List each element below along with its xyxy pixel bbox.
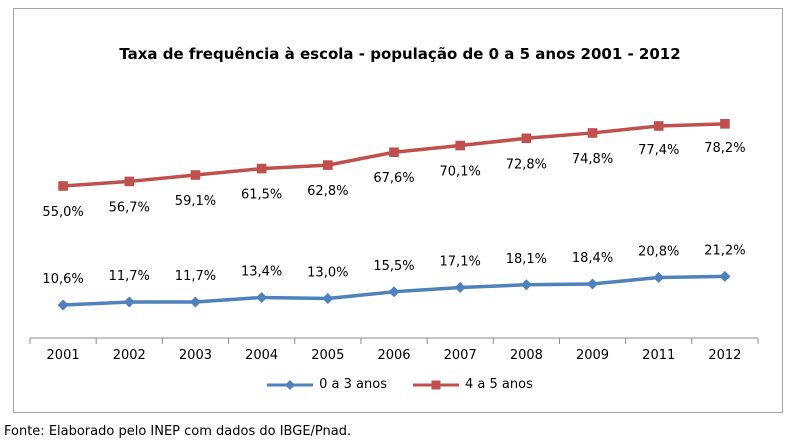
- x-tick-label: 2001: [47, 348, 80, 363]
- legend-marker-4-a-5: [413, 380, 459, 389]
- data-point-4-a-5: [455, 140, 465, 151]
- x-tick-label: 2006: [377, 348, 410, 363]
- x-tick-label: 2003: [179, 348, 212, 363]
- data-label-0-a-3: 15,5%: [373, 259, 414, 274]
- data-label-0-a-3: 21,2%: [704, 243, 745, 258]
- data-label-4-a-5: 61,5%: [241, 188, 282, 203]
- data-point-0-a-3: [719, 270, 731, 282]
- data-label-0-a-3: 17,1%: [440, 254, 481, 269]
- chart-title: Taxa de frequência à escola - população …: [119, 45, 681, 63]
- data-label-4-a-5: 74,8%: [572, 152, 613, 167]
- chart-frame: [13, 8, 783, 413]
- x-tick-label: 2005: [311, 348, 344, 363]
- x-tick-label: 2007: [444, 348, 477, 363]
- data-point-4-a-5: [587, 128, 598, 138]
- data-label-0-a-3: 11,7%: [175, 269, 216, 284]
- data-point-0-a-3: [587, 278, 599, 290]
- data-label-0-a-3: 10,6%: [42, 272, 83, 287]
- x-tick-label: 2012: [708, 348, 741, 363]
- source-note: Fonte: Elaborado pelo INEP com dados do …: [4, 424, 352, 439]
- data-label-4-a-5: 59,1%: [175, 194, 216, 209]
- legend-label-4-a-5: 4 a 5 anos: [465, 377, 533, 392]
- legend-item-0-a-3: 0 a 3 anos: [267, 377, 387, 392]
- data-label-4-a-5: 78,2%: [704, 141, 745, 156]
- data-point-0-a-3: [123, 296, 135, 308]
- data-label-0-a-3: 18,4%: [572, 251, 613, 266]
- data-label-4-a-5: 56,7%: [109, 200, 150, 215]
- x-tick-label: 2009: [576, 348, 609, 363]
- data-point-4-a-5: [124, 176, 135, 187]
- data-label-0-a-3: 13,4%: [241, 264, 282, 279]
- chart-legend: 0 a 3 anos 4 a 5 anos: [0, 377, 800, 392]
- data-label-4-a-5: 72,8%: [506, 157, 547, 172]
- data-point-4-a-5: [256, 163, 267, 174]
- data-point-0-a-3: [189, 296, 201, 308]
- data-label-0-a-3: 20,8%: [638, 244, 679, 259]
- data-point-4-a-5: [389, 147, 399, 158]
- data-label-0-a-3: 18,1%: [506, 252, 547, 267]
- x-tick-label: 2011: [642, 348, 675, 363]
- data-label-0-a-3: 11,7%: [109, 269, 150, 284]
- data-point-0-a-3: [57, 299, 69, 311]
- data-label-4-a-5: 77,4%: [638, 143, 679, 158]
- data-label-4-a-5: 62,8%: [307, 184, 348, 199]
- data-point-4-a-5: [190, 170, 201, 180]
- x-tick-label: 2004: [245, 348, 278, 363]
- data-label-4-a-5: 70,1%: [440, 165, 481, 180]
- legend-marker-0-a-3: [267, 379, 314, 390]
- legend-item-4-a-5: 4 a 5 anos: [413, 377, 533, 392]
- data-label-4-a-5: 67,6%: [373, 171, 414, 186]
- data-point-0-a-3: [322, 293, 334, 305]
- data-point-4-a-5: [720, 119, 730, 129]
- data-point-0-a-3: [256, 291, 268, 303]
- data-point-4-a-5: [521, 133, 532, 144]
- data-point-0-a-3: [520, 279, 532, 291]
- data-label-0-a-3: 13,0%: [307, 266, 348, 281]
- x-tick-label: 2002: [113, 348, 146, 363]
- data-point-4-a-5: [653, 121, 664, 131]
- data-point-0-a-3: [454, 281, 466, 293]
- data-label-4-a-5: 55,0%: [42, 205, 83, 220]
- data-point-0-a-3: [653, 271, 665, 283]
- x-tick-label: 2008: [510, 348, 543, 363]
- data-point-0-a-3: [388, 286, 400, 298]
- data-point-4-a-5: [58, 181, 68, 191]
- data-point-4-a-5: [323, 160, 333, 170]
- legend-label-0-a-3: 0 a 3 anos: [319, 377, 387, 392]
